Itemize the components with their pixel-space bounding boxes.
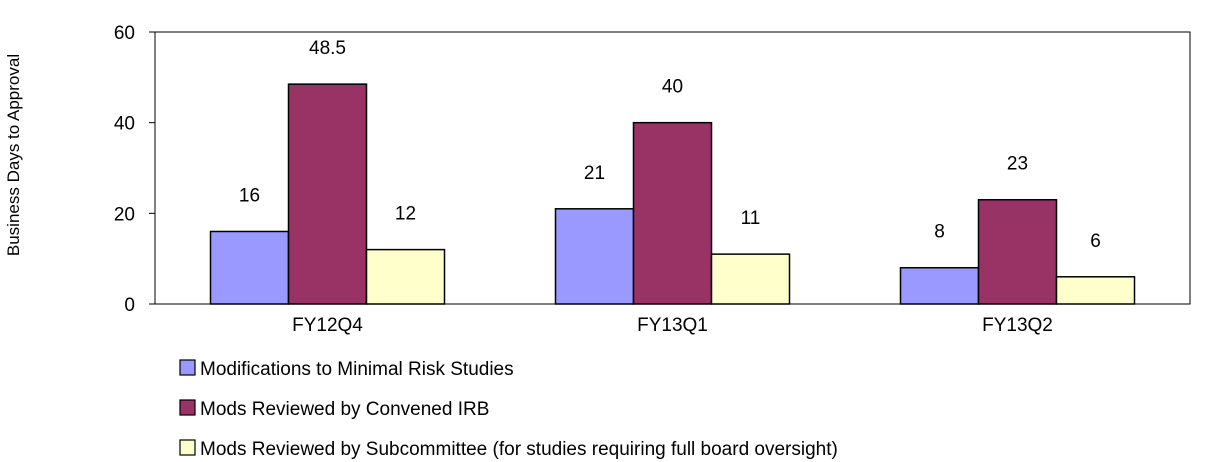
bar	[977, 198, 1058, 305]
plot-area: 0 20 40 60 16 48.5 12 FY12Q4 21 40 11 FY13Q1 8 23 6 FY1…	[114, 23, 1191, 336]
legend-swatch	[179, 359, 196, 376]
data-label: 23	[1007, 154, 1028, 175]
bar	[899, 266, 980, 305]
bar	[554, 208, 635, 305]
legend-label: Mods Reviewed by Convened IRB	[200, 399, 489, 420]
legend-swatch	[179, 399, 196, 416]
data-label: 11	[741, 208, 761, 229]
data-label: 40	[662, 77, 683, 98]
bar	[632, 121, 713, 305]
data-label: 16	[239, 185, 260, 206]
bar	[710, 253, 791, 305]
legend-label: Mods Reviewed by Subcommittee (for studi…	[200, 439, 838, 460]
legend-swatch	[179, 439, 196, 456]
bar	[287, 83, 368, 305]
legend-label: Modifications to Minimal Risk Studies	[200, 359, 514, 380]
data-label: 48.5	[309, 38, 346, 59]
x-tick-label: FY13Q2	[982, 315, 1053, 336]
data-label: 21	[584, 163, 605, 184]
bar	[209, 230, 290, 305]
x-tick-label: FY13Q1	[637, 315, 708, 336]
data-label: 12	[395, 204, 416, 225]
y-tick-label: 60	[114, 23, 135, 44]
y-tick-label: 20	[114, 204, 135, 225]
y-axis-title: Business Days to Approval	[4, 54, 23, 256]
x-tick-label: FY12Q4	[292, 315, 363, 336]
y-tick-label: 0	[124, 295, 135, 316]
data-label: 6	[1090, 231, 1101, 252]
y-tick-label: 40	[114, 114, 135, 135]
bar	[365, 248, 446, 305]
bar	[1055, 276, 1136, 305]
data-label: 8	[934, 222, 945, 243]
legend: Modifications to Minimal Risk Studies Mod…	[179, 359, 838, 460]
